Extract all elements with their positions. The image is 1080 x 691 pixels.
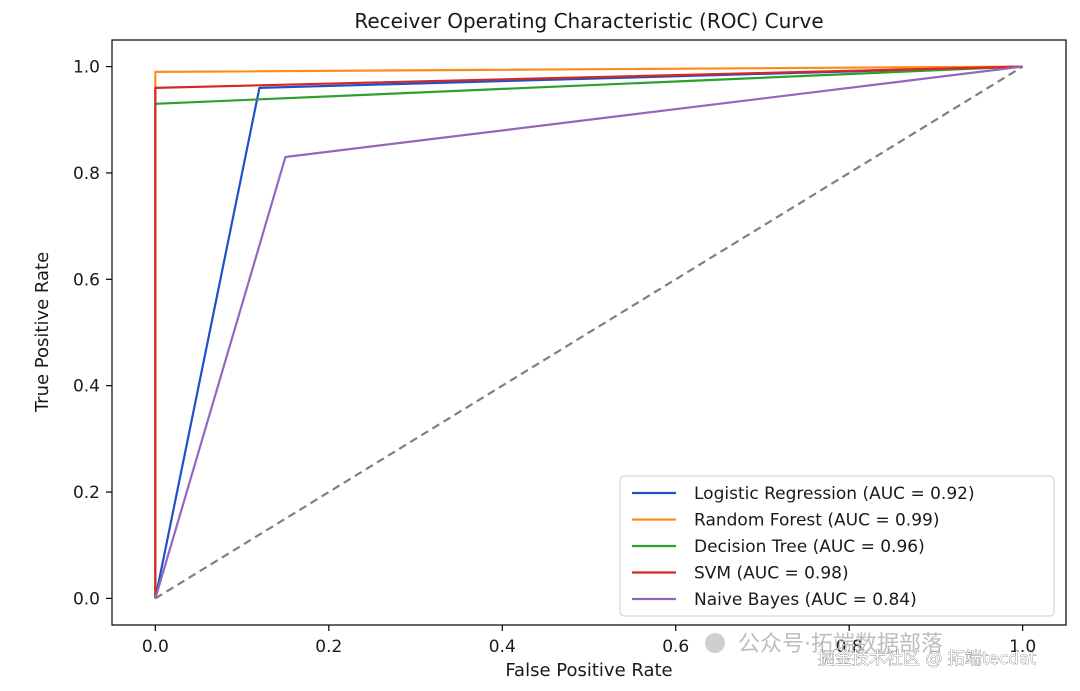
legend-label-logistic-regression: Logistic Regression (AUC = 0.92) — [694, 484, 975, 504]
legend-label-svm: SVM (AUC = 0.98) — [694, 564, 849, 584]
x-tick-label: 0.4 — [489, 637, 516, 657]
legend: Logistic Regression (AUC = 0.92) Random F… — [619, 475, 1055, 617]
series-line-svm — [154, 65, 1023, 599]
watermark-line1: 公众号·拓端数据部落 — [738, 632, 943, 657]
x-tick-label: 1.0 — [1009, 637, 1036, 657]
legend-box — [619, 475, 1055, 617]
x-tick-label: 0.8 — [836, 637, 863, 657]
y-axis-label: True Positive Rate — [32, 252, 53, 413]
plot-area — [111, 39, 1067, 626]
plot-frame — [111, 39, 1067, 626]
chance-diagonal-line — [154, 65, 1024, 600]
x-axis-label: False Positive Rate — [505, 660, 672, 681]
y-tick-label: 0.2 — [73, 483, 100, 503]
wechat-icon — [705, 633, 725, 653]
axis-ticks: 0.0 0.2 0.4 0.6 0.8 1.0 0.0 0.2 0.4 0.6 0.8 1.0 — [73, 58, 1036, 657]
y-tick-label: 0.6 — [73, 270, 100, 290]
legend-label-random-forest: Random Forest (AUC = 0.99) — [694, 511, 939, 531]
series-line-naive-bayes — [154, 65, 1023, 599]
x-tick-label: 0.2 — [315, 637, 342, 657]
y-tick-label: 0.4 — [73, 377, 100, 397]
watermark-line2: 掘金技术社区 @ 拓端tecdat — [818, 649, 1036, 669]
y-tick-label: 1.0 — [73, 58, 100, 78]
x-tick-label: 0.0 — [142, 637, 169, 657]
watermark: 公众号·拓端数据部落 掘金技术社区 @ 拓端tecdat — [705, 632, 1037, 669]
chart-title: Receiver Operating Characteristic (ROC) … — [354, 9, 823, 33]
legend-label-decision-tree: Decision Tree (AUC = 0.96) — [694, 537, 925, 557]
legend-label-naive-bayes: Naive Bayes (AUC = 0.84) — [694, 590, 917, 610]
x-tick-label: 0.6 — [662, 637, 689, 657]
y-tick-label: 0.0 — [73, 589, 100, 609]
y-tick-label: 0.8 — [73, 164, 100, 184]
